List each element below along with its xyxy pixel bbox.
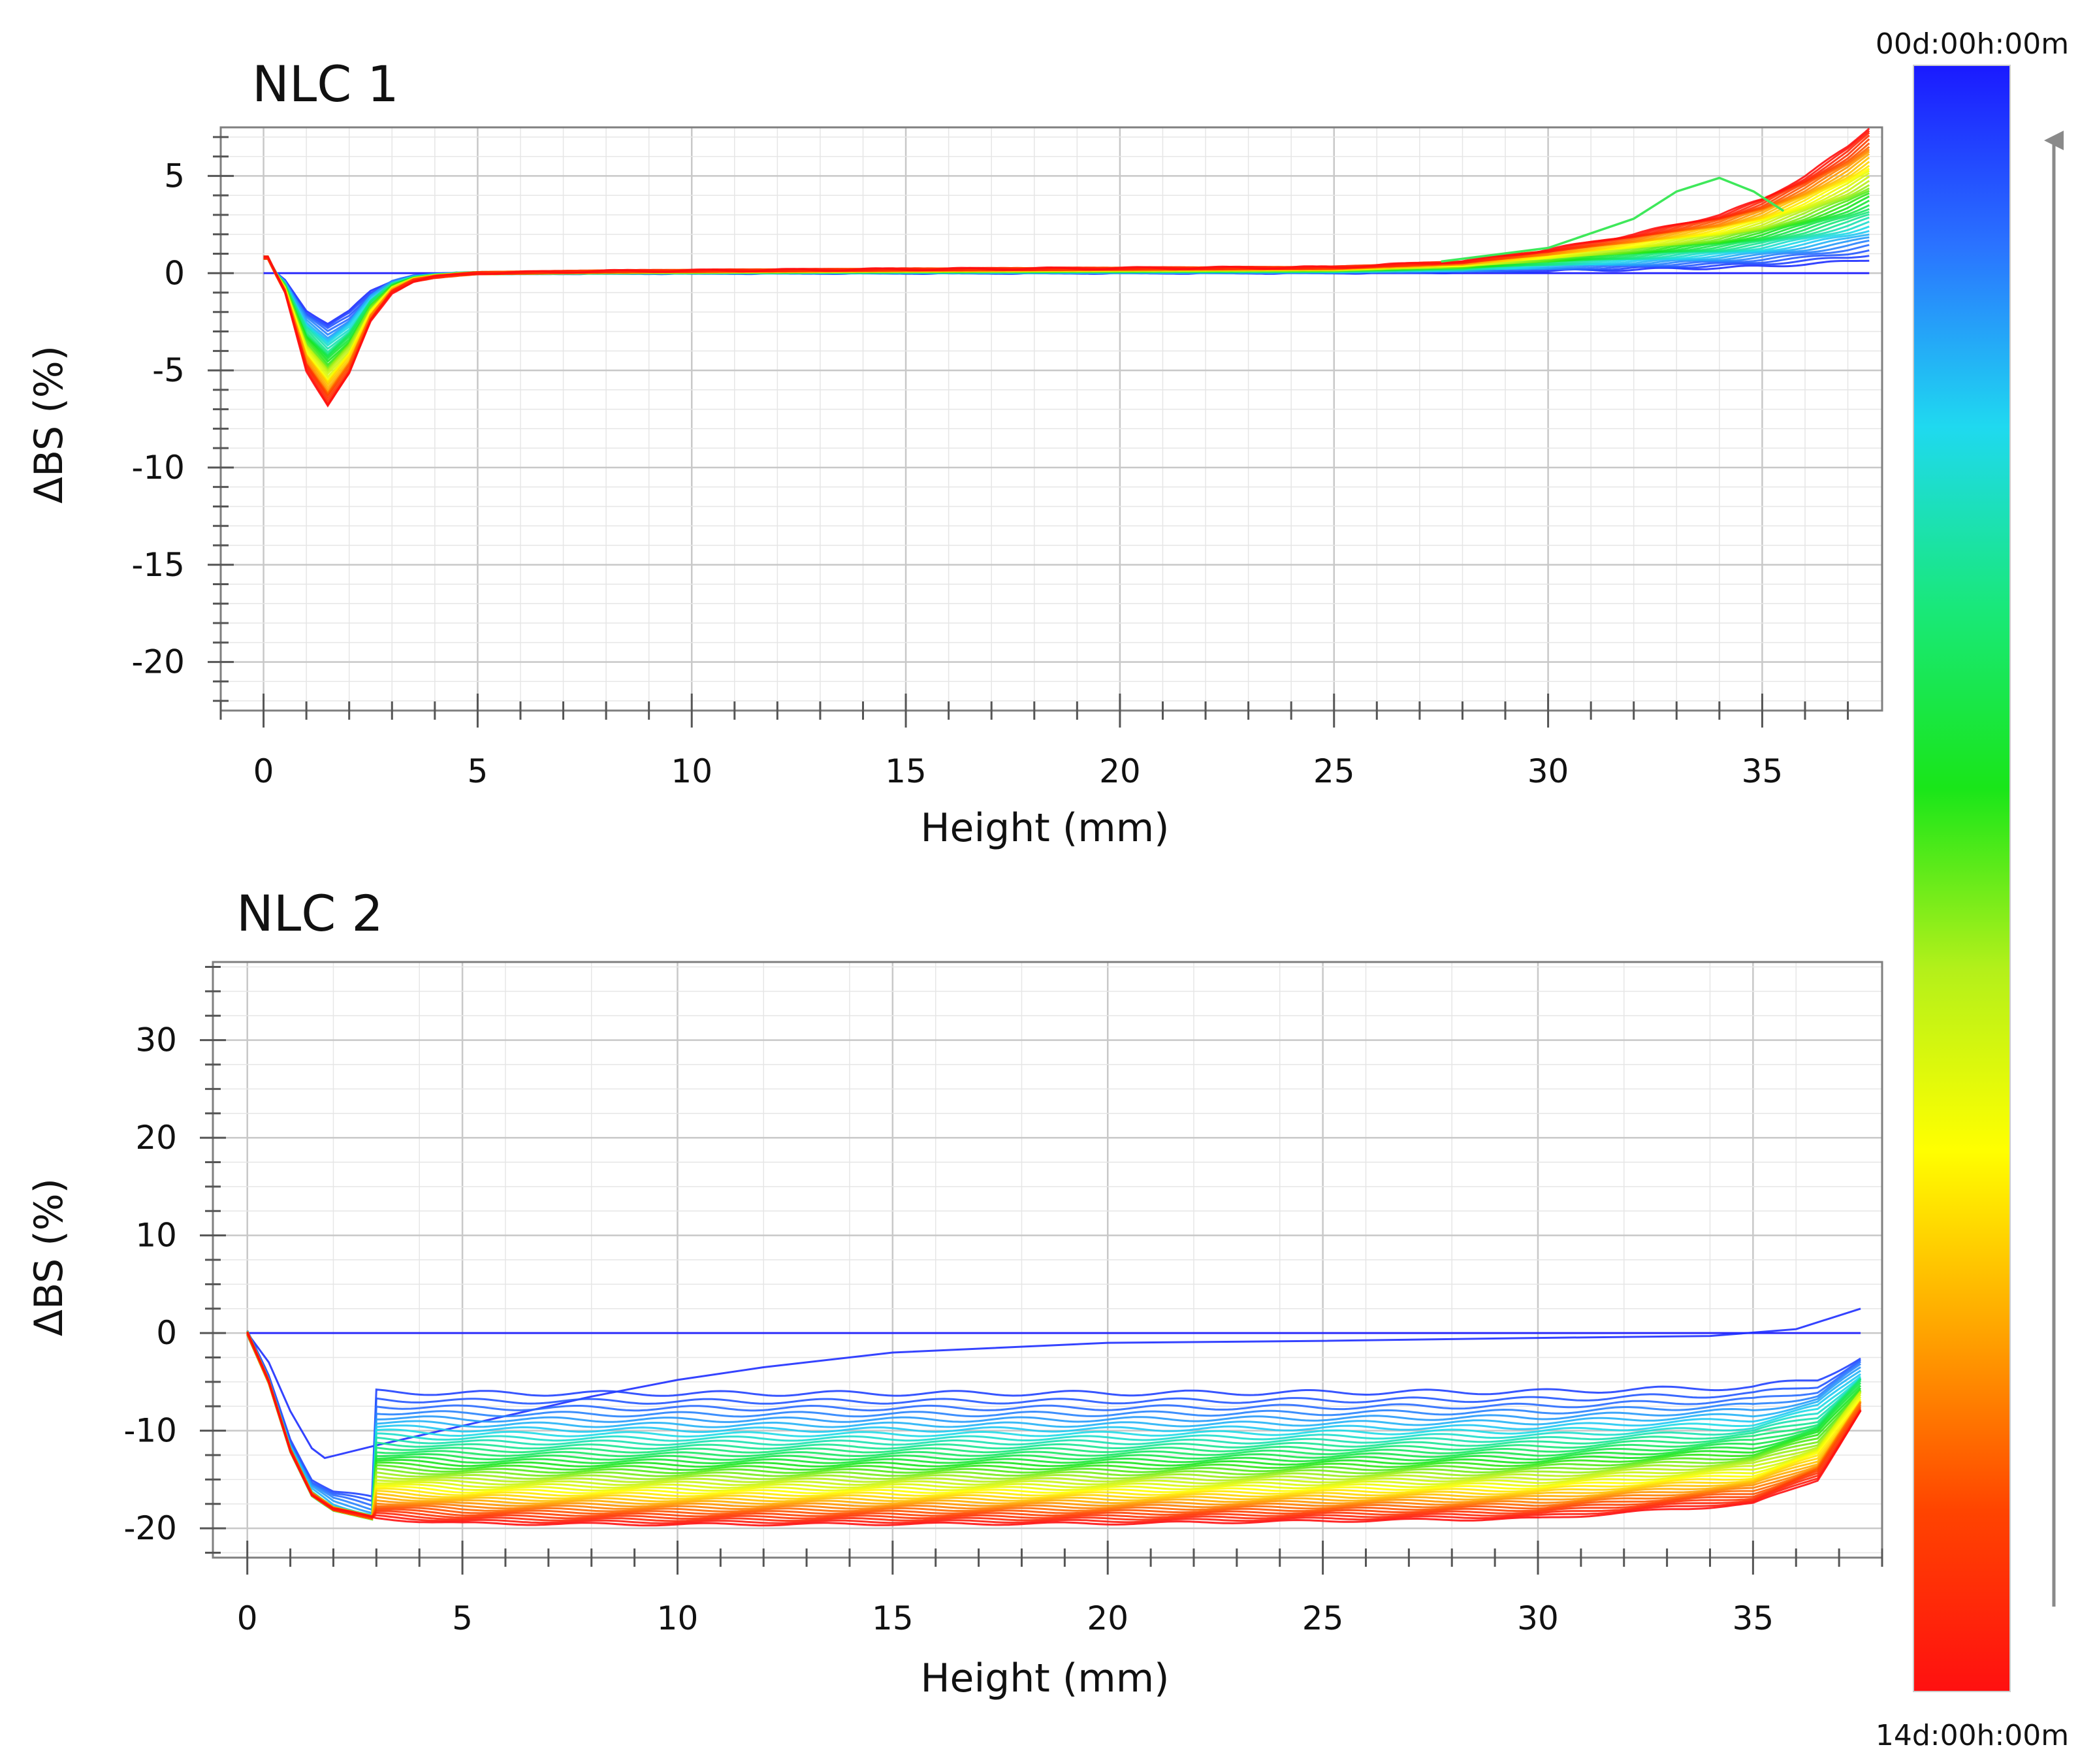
x-tick-label: 10 [657,1599,699,1637]
y-tick-label: -10 [131,449,185,487]
series-line [246,1331,1862,1518]
y-tick-label: 0 [156,1314,177,1352]
y-tick-label: -20 [123,1509,177,1547]
series-line [246,1331,1862,1518]
series-line [246,1334,1862,1520]
series-line [246,1334,1861,1517]
series-line [246,1331,1862,1518]
series-line [246,1334,1861,1516]
y-axis-label: ΔBS (%) [26,1178,72,1336]
series-line [246,1330,1861,1503]
transient-bump-line [1441,176,1785,263]
time-colorbar: 00d:00h:00m 14d:00h:00m [1876,27,2069,1752]
x-ticks: 0 5 10 15 20 25 30 35 [237,1541,1883,1637]
y-tick-label: -20 [131,643,185,681]
series-line [246,1332,1862,1519]
series-line [246,1333,1862,1520]
x-axis-label: Height (mm) [920,805,1169,851]
series-line [246,1332,1861,1507]
series-line [263,189,1870,369]
y-tick-label: -15 [131,546,185,584]
x-tick-label: 15 [885,752,927,790]
series-line [263,184,1870,372]
y-tick-label: -5 [152,351,185,389]
x-tick-label: 5 [467,752,488,790]
chart-panel-nlc2: NLC 2 0 5 10 15 20 25 30 35 30 20 10 0 -10 -20 Heigh… [26,884,1883,1701]
series-line [246,1331,1862,1524]
x-tick-label: 35 [1742,752,1783,790]
series-line [246,1330,1862,1517]
series-line [263,211,1870,356]
series-line [246,1333,1862,1519]
series-line [246,1331,1862,1517]
x-tick-label: 0 [237,1599,258,1637]
series-line [246,1330,1861,1498]
chart-panel-nlc1: NLC 1 0 5 10 15 20 25 30 35 5 0 -5 -10 -15 -20 Heigh… [26,55,1883,851]
colorbar-gradient [1913,65,2011,1692]
y-tick-label: 5 [164,157,185,195]
y-tick-label: 20 [135,1119,177,1157]
x-tick-label: 25 [1313,752,1355,790]
series-line [246,1332,1862,1518]
x-tick-label: 25 [1302,1599,1344,1637]
series-line [246,1334,1862,1520]
series-line [246,1332,1862,1518]
colorbar-bottom-label: 14d:00h:00m [1876,1719,2069,1752]
series-line [246,1334,1862,1521]
y-tick-label: -10 [123,1412,177,1450]
series-line [246,1332,1862,1518]
series-line [246,1332,1862,1520]
x-axis-label: Height (mm) [920,1656,1169,1701]
y-tick-label: 0 [164,254,185,292]
x-ticks: 0 5 10 15 20 25 30 35 [219,694,1849,790]
series-line [246,1331,1862,1517]
series-line [263,180,1870,373]
series-line [246,1334,1862,1520]
plot-frame [219,126,1883,712]
y-axis-label: ΔBS (%) [26,345,72,504]
series-line [246,1330,1862,1517]
series-line [263,127,1870,408]
series-line [263,208,1870,357]
x-tick-label: 30 [1517,1599,1559,1637]
series-line [246,1333,1862,1520]
y-ticks: 5 0 -5 -10 -15 -20 [131,136,234,702]
x-tick-label: 5 [452,1599,473,1637]
series-line [246,1334,1862,1520]
x-tick-label: 20 [1087,1599,1128,1637]
y-ticks: 30 20 10 0 -10 -20 [123,965,226,1554]
colorbar-top-label: 00d:00h:00m [1876,27,2069,61]
series-group [246,1307,1862,1527]
series-line [246,1334,1861,1515]
y-tick-label: 30 [135,1021,177,1059]
series-line [246,1333,1861,1511]
series-line [263,204,1870,359]
x-tick-label: 0 [253,752,274,790]
x-tick-label: 35 [1733,1599,1774,1637]
gridlines [220,127,1882,711]
x-tick-label: 15 [872,1599,914,1637]
series-line [246,1333,1862,1519]
x-tick-label: 10 [671,752,712,790]
series-line [246,1334,1862,1520]
chart-title: NLC 2 [236,884,383,942]
y-tick-label: 10 [135,1217,177,1255]
x-tick-label: 30 [1527,752,1569,790]
x-tick-label: 20 [1099,752,1141,790]
series-line [263,199,1870,361]
series-line [246,1334,1862,1521]
series-line [263,192,1870,366]
series-line [246,1332,1862,1519]
series-line [246,1331,1862,1518]
series-line [246,1332,1862,1522]
series-line [246,1332,1862,1527]
series-line [246,1333,1862,1520]
series-line [246,1332,1862,1519]
series-line [246,1307,1861,1460]
series-group [263,127,1870,408]
series-line [263,187,1870,370]
series-line [246,1330,1862,1518]
chart-title: NLC 1 [252,55,399,113]
